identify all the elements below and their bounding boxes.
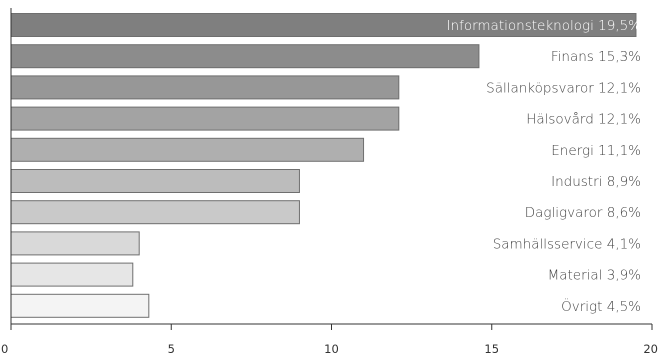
x-tick-label-20: 20 — [643, 342, 658, 356]
x-axis-ticks-group: 0 5 10 15 20 — [1, 324, 658, 356]
bar-label-material: Material 3,9% — [548, 268, 641, 284]
bar-label-h-lsov-rd: Hälsovård 12,1% — [526, 111, 641, 128]
bar-labels-group: Informationsteknologi 19,5% Finans 15,3% S… — [447, 18, 641, 315]
bar-label-dagligvaror: Dagligvaror 8,6% — [525, 205, 641, 221]
x-tick-label-5: 5 — [168, 342, 175, 356]
bar-h-lsov-rd — [10, 106, 400, 131]
bar-industri — [10, 169, 300, 193]
x-tick-label-15: 15 — [484, 342, 499, 356]
bar-energi — [10, 137, 365, 162]
bar-label-s-llank-psvaror: Sällanköpsvaror 12,1% — [486, 80, 641, 96]
bar--vrigt — [10, 293, 150, 318]
bar-label-energi: Energi 11,1% — [551, 143, 641, 159]
bar-material — [10, 262, 134, 287]
bar-label-samh-llsservice: Samhällsservice 4,1% — [493, 236, 641, 252]
bar-finans — [10, 44, 480, 69]
bars-group — [10, 13, 637, 318]
bar-dagligvaror — [10, 200, 300, 225]
x-tick-label-0: 0 — [1, 342, 8, 356]
bar-s-llank-psvaror — [10, 75, 400, 100]
bar-label--vrigt: Övrigt 4,5% — [561, 298, 641, 315]
bar-label-industri: Industri 8,9% — [551, 174, 641, 190]
x-tick-label-10: 10 — [324, 342, 339, 356]
bar-label-informationsteknologi: Informationsteknologi 19,5% — [447, 18, 641, 34]
bar-label-finans: Finans 15,3% — [551, 49, 641, 65]
bar-samh-llsservice — [10, 231, 140, 256]
